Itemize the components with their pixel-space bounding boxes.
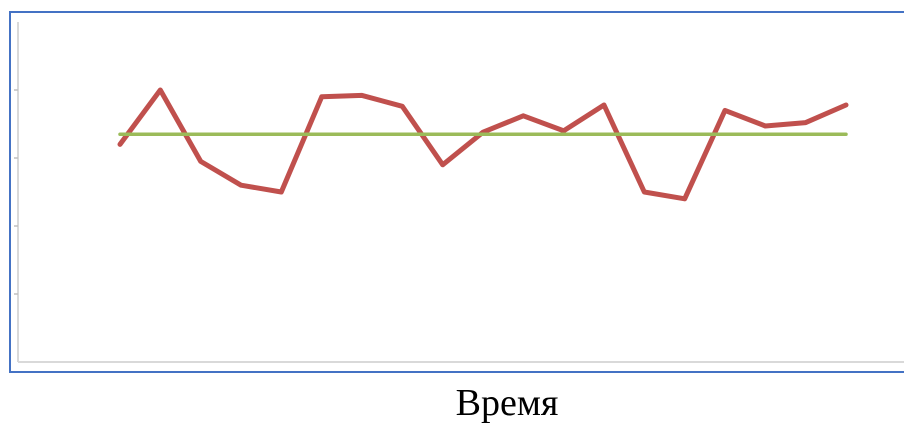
- chart-axes: [14, 22, 904, 363]
- x-axis-label: Время: [455, 382, 559, 424]
- chart-series: [117, 87, 849, 202]
- chart-frame: [9, 11, 904, 373]
- series-line-measurements: [117, 87, 849, 202]
